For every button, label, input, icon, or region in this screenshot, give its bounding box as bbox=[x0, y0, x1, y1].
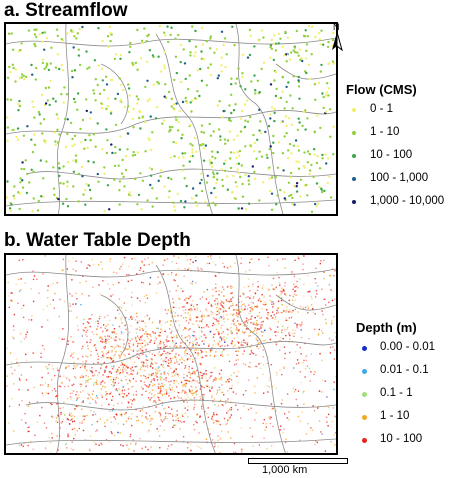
depth-legend-swatch bbox=[362, 392, 367, 397]
flow-legend-label: 1 - 10 bbox=[370, 126, 400, 138]
basin-boundary bbox=[6, 110, 336, 135]
north-arrow-icon bbox=[332, 31, 343, 52]
flow-legend-item: 1 - 10 bbox=[346, 126, 417, 149]
basin-boundary bbox=[275, 294, 336, 311]
flow-legend-item: 0 - 1 bbox=[346, 103, 417, 126]
water-table-depth-map bbox=[4, 253, 338, 455]
flow-legend-label: 0 - 1 bbox=[370, 103, 394, 115]
flow-legend-item: 10 - 100 bbox=[346, 149, 417, 172]
flow-legend-label: 1,000 - 10,000 bbox=[370, 195, 445, 207]
basin-boundary bbox=[155, 264, 216, 453]
flow-legend-label: 100 - 1,000 bbox=[370, 172, 429, 184]
scale-bar: 1,000 km bbox=[248, 458, 348, 476]
depth-legend-item: 0.01 - 0.1 bbox=[356, 364, 429, 387]
basin-boundary bbox=[100, 294, 129, 356]
panel-a-title: a. Streamflow bbox=[4, 0, 128, 21]
flow-legend-label: 10 - 100 bbox=[370, 149, 413, 161]
depth-legend-swatch bbox=[362, 438, 367, 443]
depth-legend-title: Depth (m) bbox=[356, 320, 417, 335]
basin-boundary bbox=[100, 63, 129, 125]
basin-boundary bbox=[56, 255, 70, 453]
depth-legend-swatch bbox=[362, 369, 367, 374]
scale-bar-label: 1,000 km bbox=[262, 464, 308, 476]
basin-boundary bbox=[235, 24, 284, 214]
depth-legend-label: 0.1 - 1 bbox=[380, 387, 413, 399]
flow-legend-swatch bbox=[352, 108, 356, 112]
depth-legend-label: 10 - 100 bbox=[380, 433, 423, 445]
depth-legend-label: 1 - 10 bbox=[380, 410, 410, 422]
depth-legend-swatch bbox=[362, 415, 367, 420]
flow-legend-item: 100 - 1,000 bbox=[346, 172, 428, 195]
depth-legend-item: 0.1 - 1 bbox=[356, 387, 417, 410]
basin-boundary bbox=[6, 268, 336, 278]
panel-b-title: b. Water Table Depth bbox=[4, 230, 191, 251]
depth-legend-item: 10 - 100 bbox=[356, 433, 422, 456]
depth-legend: Depth (m) 0.00 - 0.01 0.01 - 0.1 0.1 - 1 1 … bbox=[356, 320, 435, 456]
streamflow-map bbox=[4, 22, 338, 216]
domain-boundary bbox=[6, 438, 336, 446]
basin-boundary bbox=[6, 341, 336, 366]
flow-legend-swatch bbox=[352, 154, 356, 158]
scale-bar-graphic bbox=[248, 458, 348, 464]
north-arrow: N bbox=[330, 22, 350, 56]
flow-legend-swatch bbox=[352, 177, 356, 181]
flow-legend-swatch bbox=[352, 131, 356, 135]
basin-boundary bbox=[25, 399, 336, 411]
depth-legend-swatch bbox=[362, 346, 367, 351]
flow-legend-item: 1,000 - 10,000 bbox=[346, 195, 444, 218]
water-table-depth-raster bbox=[6, 255, 336, 453]
depth-legend-label: 0.01 - 0.1 bbox=[380, 364, 429, 376]
flow-legend-swatch bbox=[352, 200, 356, 204]
north-label: N bbox=[333, 22, 340, 32]
basin-boundary bbox=[275, 63, 336, 80]
streamflow-gauge-points bbox=[6, 25, 335, 213]
basin-boundary bbox=[235, 255, 286, 453]
basin-boundary bbox=[57, 24, 70, 214]
basin-boundary bbox=[155, 33, 213, 214]
depth-legend-label: 0.00 - 0.01 bbox=[380, 341, 435, 353]
flow-legend-title: Flow (CMS) bbox=[346, 82, 417, 97]
depth-legend-item: 0.00 - 0.01 bbox=[356, 341, 435, 364]
basin-boundary bbox=[25, 168, 336, 180]
depth-legend-item: 1 - 10 bbox=[356, 410, 417, 433]
flow-legend: Flow (CMS) 0 - 1 1 - 10 10 - 100 100 - 1,00… bbox=[346, 82, 444, 218]
basin-boundary bbox=[6, 37, 336, 47]
domain-boundary bbox=[6, 199, 336, 207]
